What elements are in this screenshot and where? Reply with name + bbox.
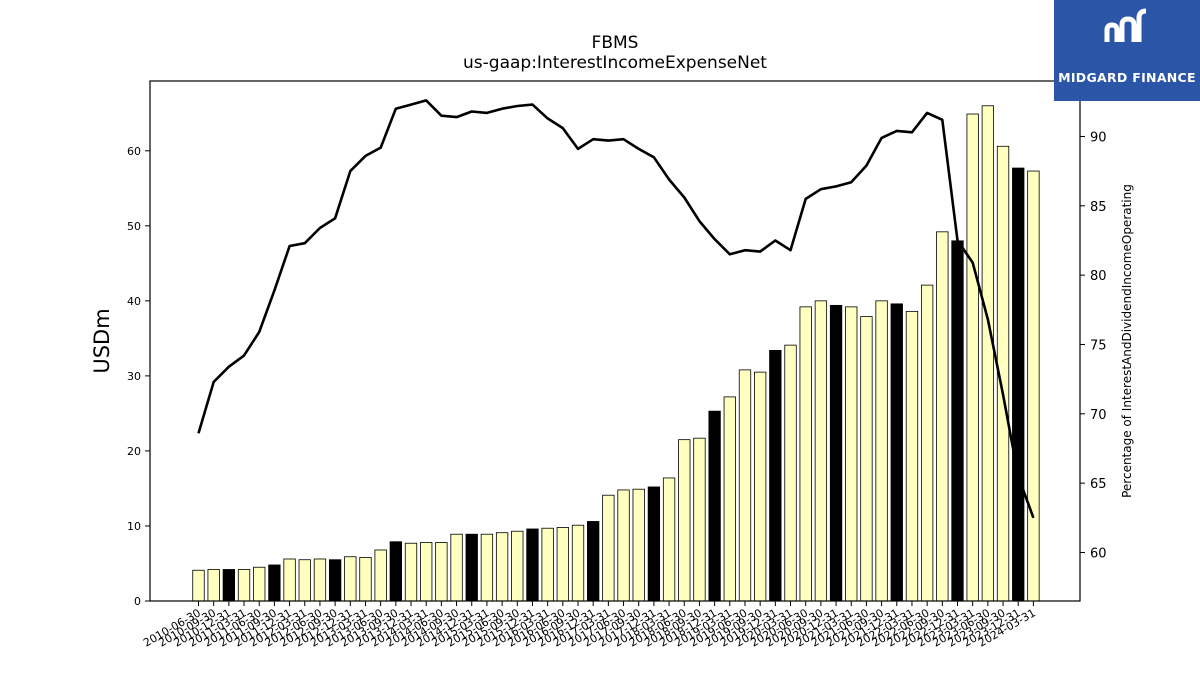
y2-tick-label: 60	[1090, 546, 1107, 561]
bar	[556, 527, 569, 602]
y2-tick-label: 70	[1090, 408, 1107, 423]
y2-tick-label: 90	[1090, 130, 1107, 145]
bar	[495, 532, 509, 602]
y-tick-label: 50	[127, 220, 141, 233]
bar	[192, 569, 205, 602]
chart-subtitle: us-gaap:InterestIncomeExpenseNet	[463, 53, 767, 73]
y-tick-label: 60	[127, 145, 141, 158]
bar	[754, 371, 767, 602]
bar	[587, 521, 600, 602]
bar	[981, 105, 995, 602]
y2-tick-label: 85	[1090, 200, 1107, 215]
bar	[602, 494, 615, 602]
bar	[344, 556, 357, 602]
bar	[465, 533, 478, 602]
bar	[738, 369, 752, 602]
bar	[951, 240, 964, 602]
y-tick-label: 10	[127, 520, 141, 533]
bar	[860, 316, 873, 602]
line-series	[197, 99, 1035, 519]
bar	[708, 410, 721, 602]
bar	[283, 558, 296, 602]
bar	[723, 396, 736, 602]
chart-title: FBMS	[591, 33, 639, 53]
bar	[389, 541, 402, 602]
bar	[617, 489, 630, 602]
bar	[374, 549, 387, 602]
bar	[298, 559, 311, 602]
bar	[435, 542, 448, 602]
bar	[784, 344, 797, 602]
bar	[662, 477, 676, 602]
y-axis-label: USDm	[90, 308, 114, 373]
bar	[480, 533, 494, 602]
bar	[222, 569, 236, 602]
y-tick-label: 20	[127, 445, 141, 458]
logo-mark-icon	[1104, 8, 1147, 42]
bar	[678, 439, 691, 602]
y2-tick-label: 75	[1090, 338, 1107, 353]
bar	[237, 569, 251, 602]
logo-text: MIDGARD FINANCE	[1058, 70, 1196, 85]
bar	[920, 284, 934, 602]
brand-logo: MIDGARD FINANCE	[1054, 0, 1200, 101]
bar	[769, 349, 782, 602]
bar	[404, 542, 418, 602]
bar	[541, 527, 554, 602]
bar	[890, 303, 903, 602]
y2-tick-label: 80	[1090, 269, 1107, 284]
bar	[511, 530, 524, 602]
y2-axis-label: Percentage of InterestAndDividendIncomeO…	[1120, 184, 1134, 498]
y-tick-label: 0	[134, 595, 141, 608]
bar	[905, 310, 919, 602]
bar	[253, 566, 266, 602]
bar	[420, 542, 433, 602]
y-tick-label: 30	[127, 370, 141, 383]
bar	[571, 524, 585, 602]
bar	[1012, 167, 1025, 602]
bar	[268, 564, 281, 602]
bar	[450, 533, 463, 602]
bar	[875, 300, 888, 602]
bar	[829, 304, 843, 602]
bar	[359, 557, 372, 602]
bar	[1027, 170, 1040, 602]
bar	[632, 488, 645, 602]
bar	[647, 486, 661, 602]
plot-frame	[149, 80, 1081, 602]
bar	[966, 113, 979, 602]
bar	[328, 559, 342, 602]
bar	[936, 231, 949, 602]
bar	[526, 528, 539, 602]
bar	[693, 437, 706, 602]
bar	[845, 306, 858, 602]
bar	[799, 306, 812, 602]
y-tick-label: 40	[127, 295, 141, 308]
bar	[814, 300, 828, 602]
y2-tick-label: 65	[1090, 477, 1107, 492]
bar	[207, 569, 220, 602]
bar	[313, 558, 327, 602]
